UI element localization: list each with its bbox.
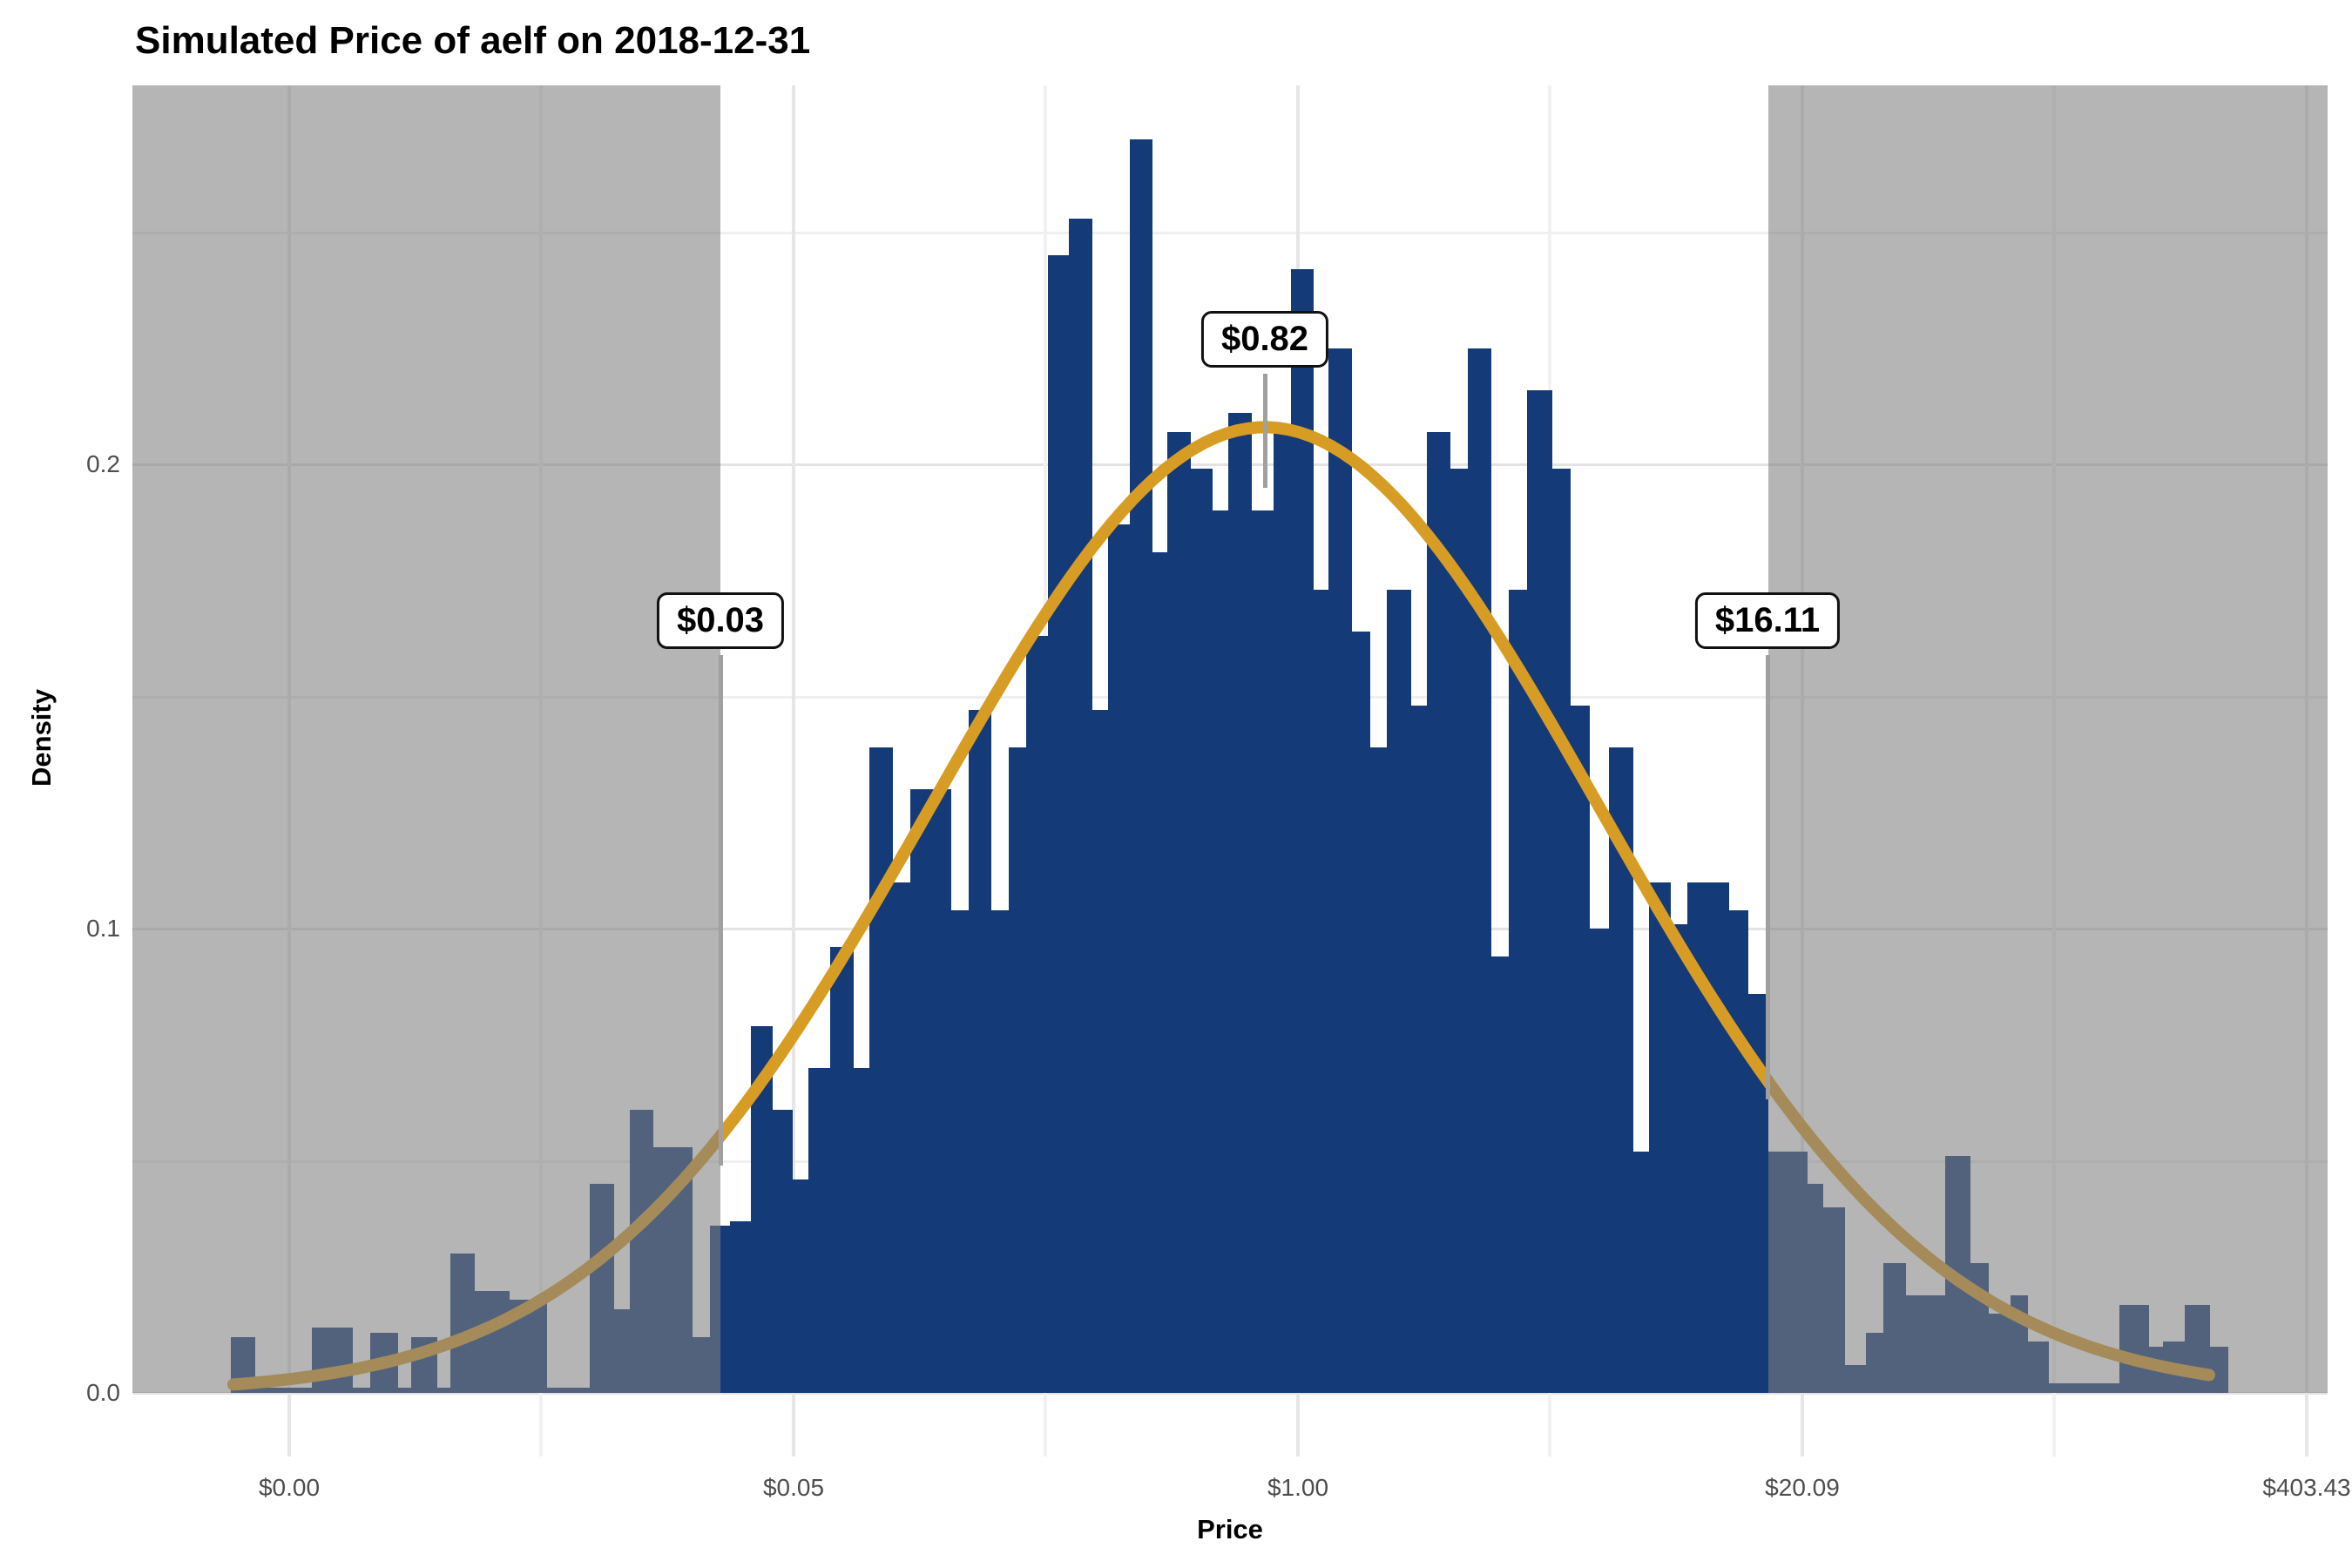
histogram-bar [1370,747,1387,1393]
histogram-bar [1191,469,1213,1393]
histogram-bar [1509,589,1527,1393]
histogram-bar [1571,706,1590,1393]
histogram-bar [830,947,854,1393]
histogram-bar [1291,269,1314,1393]
histogram-bar [869,747,893,1393]
histogram-bar [1748,993,1768,1393]
histogram-bar [1633,1151,1649,1393]
histogram-bar [1468,348,1491,1393]
histogram-bar [1450,469,1468,1393]
annotation-tick-line [1766,655,1770,1099]
histogram-bar [1108,524,1130,1393]
histogram-bar [1092,710,1108,1393]
y-axis-title: Density [25,689,57,787]
gridline-y-major [132,1392,2328,1395]
histogram-bar [1069,218,1092,1393]
x-axis-title: Price [1197,1514,1263,1544]
histogram-bar [1228,413,1252,1393]
histogram-bar [1009,747,1026,1393]
histogram-bar [1274,431,1291,1393]
x-tick-label: $0.05 [762,1474,825,1501]
gridline-y-minor [132,231,2328,234]
histogram-bar [1026,636,1048,1393]
histogram-bar [1552,469,1571,1393]
annotation-label: $0.82 [1200,311,1329,368]
histogram-bar [991,909,1009,1393]
histogram-bar [969,710,991,1393]
histogram-bar [1328,348,1352,1393]
histogram-bar [951,909,969,1393]
y-tick-label: 0.1 [86,915,120,942]
annotation-tick-line [719,655,723,1166]
x-tick-label: $0.00 [258,1474,321,1501]
x-tick-label: $1.00 [1267,1474,1329,1501]
annotation-label: $16.11 [1694,592,1841,649]
histogram-bar [773,1109,793,1393]
histogram-bar [1707,882,1729,1393]
histogram-bar [1213,510,1228,1393]
x-tick-label: $403.43 [2262,1474,2351,1501]
histogram-bar [1527,389,1552,1393]
histogram-bar [910,789,930,1393]
histogram-bar [1649,882,1671,1393]
y-tick-label: 0.0 [86,1379,120,1406]
gridline-x-major [792,85,795,1456]
histogram-bar [730,1220,751,1393]
histogram-bar [1252,510,1274,1393]
confidence-shade-band [1768,85,2328,1393]
histogram-bar [1671,923,1687,1393]
histogram-bar [793,1179,808,1393]
histogram-bar [1590,929,1609,1393]
histogram-bar [1387,589,1411,1393]
histogram-bar [854,1067,869,1393]
histogram-bar [1427,431,1450,1393]
histogram-bar [1152,552,1167,1393]
histogram-bar [1411,706,1427,1393]
annotation-label: $0.03 [656,592,785,649]
histogram-bar [1314,589,1328,1393]
chart-title: Simulated Price of aelf on 2018-12-31 [135,19,811,62]
histogram-bar [1130,139,1152,1393]
histogram-bar [893,882,910,1393]
confidence-shade-band [132,85,720,1393]
histogram-bar [808,1067,830,1393]
histogram-bar [1491,956,1509,1393]
histogram-bar [1352,631,1370,1393]
histogram-bar [1048,255,1069,1393]
histogram-bar [1687,882,1707,1393]
histogram-bar [930,789,951,1393]
y-tick-label: 0.2 [86,450,120,477]
histogram-bar [1167,431,1191,1393]
annotation-tick-line [1263,374,1267,488]
x-tick-label: $20.09 [1765,1474,1840,1501]
